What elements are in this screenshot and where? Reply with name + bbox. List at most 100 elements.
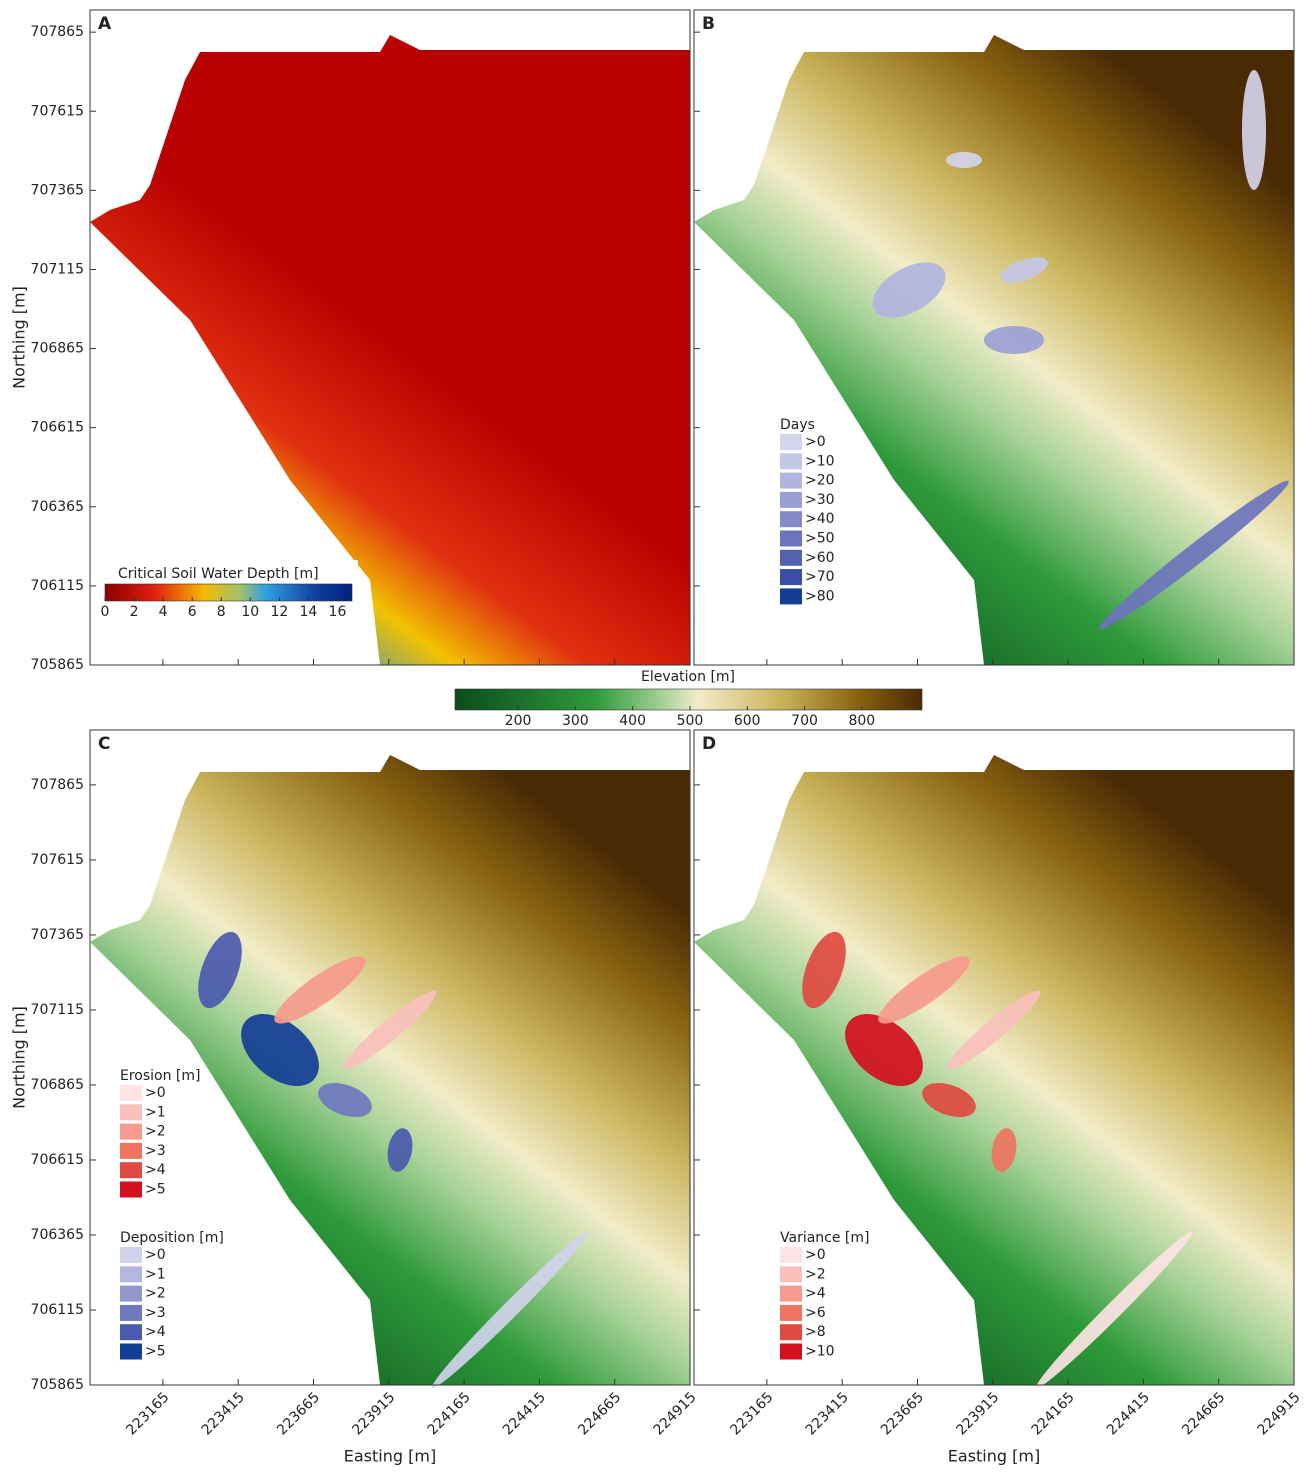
legend-label: >0 <box>145 1085 166 1101</box>
x-tick-label: 223665 <box>878 1389 927 1438</box>
x-tick-label: 223165 <box>123 1389 172 1438</box>
colorbar <box>455 689 922 710</box>
legend-label: >20 <box>805 473 835 489</box>
legend-title: Deposition [m] <box>120 1230 224 1246</box>
y-tick-label: 707865 <box>31 777 84 793</box>
x-axis-label: Easting [m] <box>948 1447 1040 1466</box>
legend-swatch <box>780 473 802 489</box>
y-tick-label: 705865 <box>31 657 84 673</box>
legend-swatch <box>780 531 802 547</box>
legend-swatch <box>780 588 802 604</box>
y-tick-label: 706365 <box>31 1227 84 1243</box>
raster-patch <box>1242 70 1266 190</box>
legend-swatch <box>120 1247 142 1263</box>
legend-swatch <box>120 1266 142 1282</box>
map-panel: C707865707615707365707115706865706615706… <box>10 730 700 1466</box>
legend-swatch <box>780 511 802 527</box>
map-panel: B <box>694 10 1295 665</box>
panel-letter: D <box>702 734 716 754</box>
x-tick-label: 224915 <box>651 1389 700 1438</box>
legend-label: >10 <box>805 453 835 469</box>
y-tick-label: 707615 <box>31 852 84 868</box>
x-axis-label: Easting [m] <box>344 1447 436 1466</box>
x-tick-label: 224415 <box>1104 1389 1153 1438</box>
legend-swatch <box>780 1286 802 1302</box>
legend-label: >8 <box>805 1324 826 1340</box>
colorbar-title: Elevation [m] <box>641 669 735 685</box>
x-tick-label: 223165 <box>727 1389 776 1438</box>
legend-swatch <box>780 1247 802 1263</box>
colorbar-tick-label: 4 <box>159 604 168 620</box>
y-tick-label: 705865 <box>31 1377 84 1393</box>
colorbar-tick-label: 500 <box>677 713 704 729</box>
x-tick-label: 224915 <box>1255 1389 1304 1438</box>
legend-label: >70 <box>805 569 835 585</box>
y-tick-label: 706365 <box>31 499 84 515</box>
legend-swatch <box>120 1143 142 1159</box>
legend-label: >2 <box>805 1266 826 1282</box>
y-tick-label: 706115 <box>31 578 84 594</box>
legend-swatch <box>120 1085 142 1101</box>
legend-swatch <box>120 1182 142 1198</box>
colorbar-tick-label: 6 <box>188 604 197 620</box>
x-tick-label: 224415 <box>500 1389 549 1438</box>
legend-swatch <box>120 1286 142 1302</box>
x-tick-label: 223415 <box>199 1389 248 1438</box>
legend-label: >3 <box>145 1305 166 1321</box>
panel-letter: A <box>98 14 112 34</box>
y-tick-label: 707615 <box>31 103 84 119</box>
legend-label: >5 <box>145 1182 166 1198</box>
colorbar-tick-label: 200 <box>505 713 532 729</box>
colorbar-title: Critical Soil Water Depth [m] <box>118 566 319 582</box>
legend-swatch <box>120 1104 142 1120</box>
legend-swatch <box>780 550 802 566</box>
legend-swatch <box>780 569 802 585</box>
legend-label: >5 <box>145 1344 166 1360</box>
legend-label: >2 <box>145 1286 166 1302</box>
legend-label: >4 <box>145 1324 166 1340</box>
y-tick-label: 706615 <box>31 1152 84 1168</box>
y-axis-label: Northing [m] <box>10 1006 29 1109</box>
panel-letter: C <box>98 734 110 754</box>
legend-swatch <box>120 1162 142 1178</box>
legend-title: Variance [m] <box>780 1230 870 1246</box>
legend-title: Erosion [m] <box>120 1068 201 1084</box>
legend-label: >4 <box>145 1162 166 1178</box>
legend-swatch <box>780 1266 802 1282</box>
raster-patch <box>984 326 1044 354</box>
y-tick-label: 706115 <box>31 1302 84 1318</box>
x-tick-label: 224665 <box>1179 1389 1228 1438</box>
colorbar <box>105 584 352 601</box>
colorbar-tick-label: 12 <box>270 604 288 620</box>
colorbar-tick-label: 8 <box>217 604 226 620</box>
legend-swatch <box>120 1124 142 1140</box>
colorbar-tick-label: 2 <box>130 604 139 620</box>
y-tick-label: 707865 <box>31 24 84 40</box>
legend-label: >1 <box>145 1266 166 1282</box>
colorbar-tick-label: 600 <box>734 713 761 729</box>
x-tick-label: 224165 <box>425 1389 474 1438</box>
y-tick-label: 707365 <box>31 927 84 943</box>
legend-label: >0 <box>145 1247 166 1263</box>
x-tick-label: 224665 <box>575 1389 624 1438</box>
legend-label: >30 <box>805 492 835 508</box>
y-tick-label: 706865 <box>31 341 84 357</box>
colorbar-tick-label: 300 <box>562 713 589 729</box>
y-tick-label: 706615 <box>31 420 84 436</box>
colorbar-tick-label: 14 <box>299 604 317 620</box>
legend-label: >6 <box>805 1305 826 1321</box>
legend-label: >2 <box>145 1124 166 1140</box>
y-tick-label: 707115 <box>31 261 84 277</box>
y-tick-label: 707365 <box>31 182 84 198</box>
x-tick-label: 223915 <box>349 1389 398 1438</box>
legend-swatch <box>780 1324 802 1340</box>
legend-swatch <box>780 1344 802 1360</box>
legend-label: >0 <box>805 1247 826 1263</box>
legend-swatch <box>120 1324 142 1340</box>
legend-label: >1 <box>145 1104 166 1120</box>
legend-label: >80 <box>805 588 835 604</box>
legend-title: Days <box>780 417 815 433</box>
legend-swatch <box>780 453 802 469</box>
legend-swatch <box>780 492 802 508</box>
y-tick-label: 706865 <box>31 1077 84 1093</box>
